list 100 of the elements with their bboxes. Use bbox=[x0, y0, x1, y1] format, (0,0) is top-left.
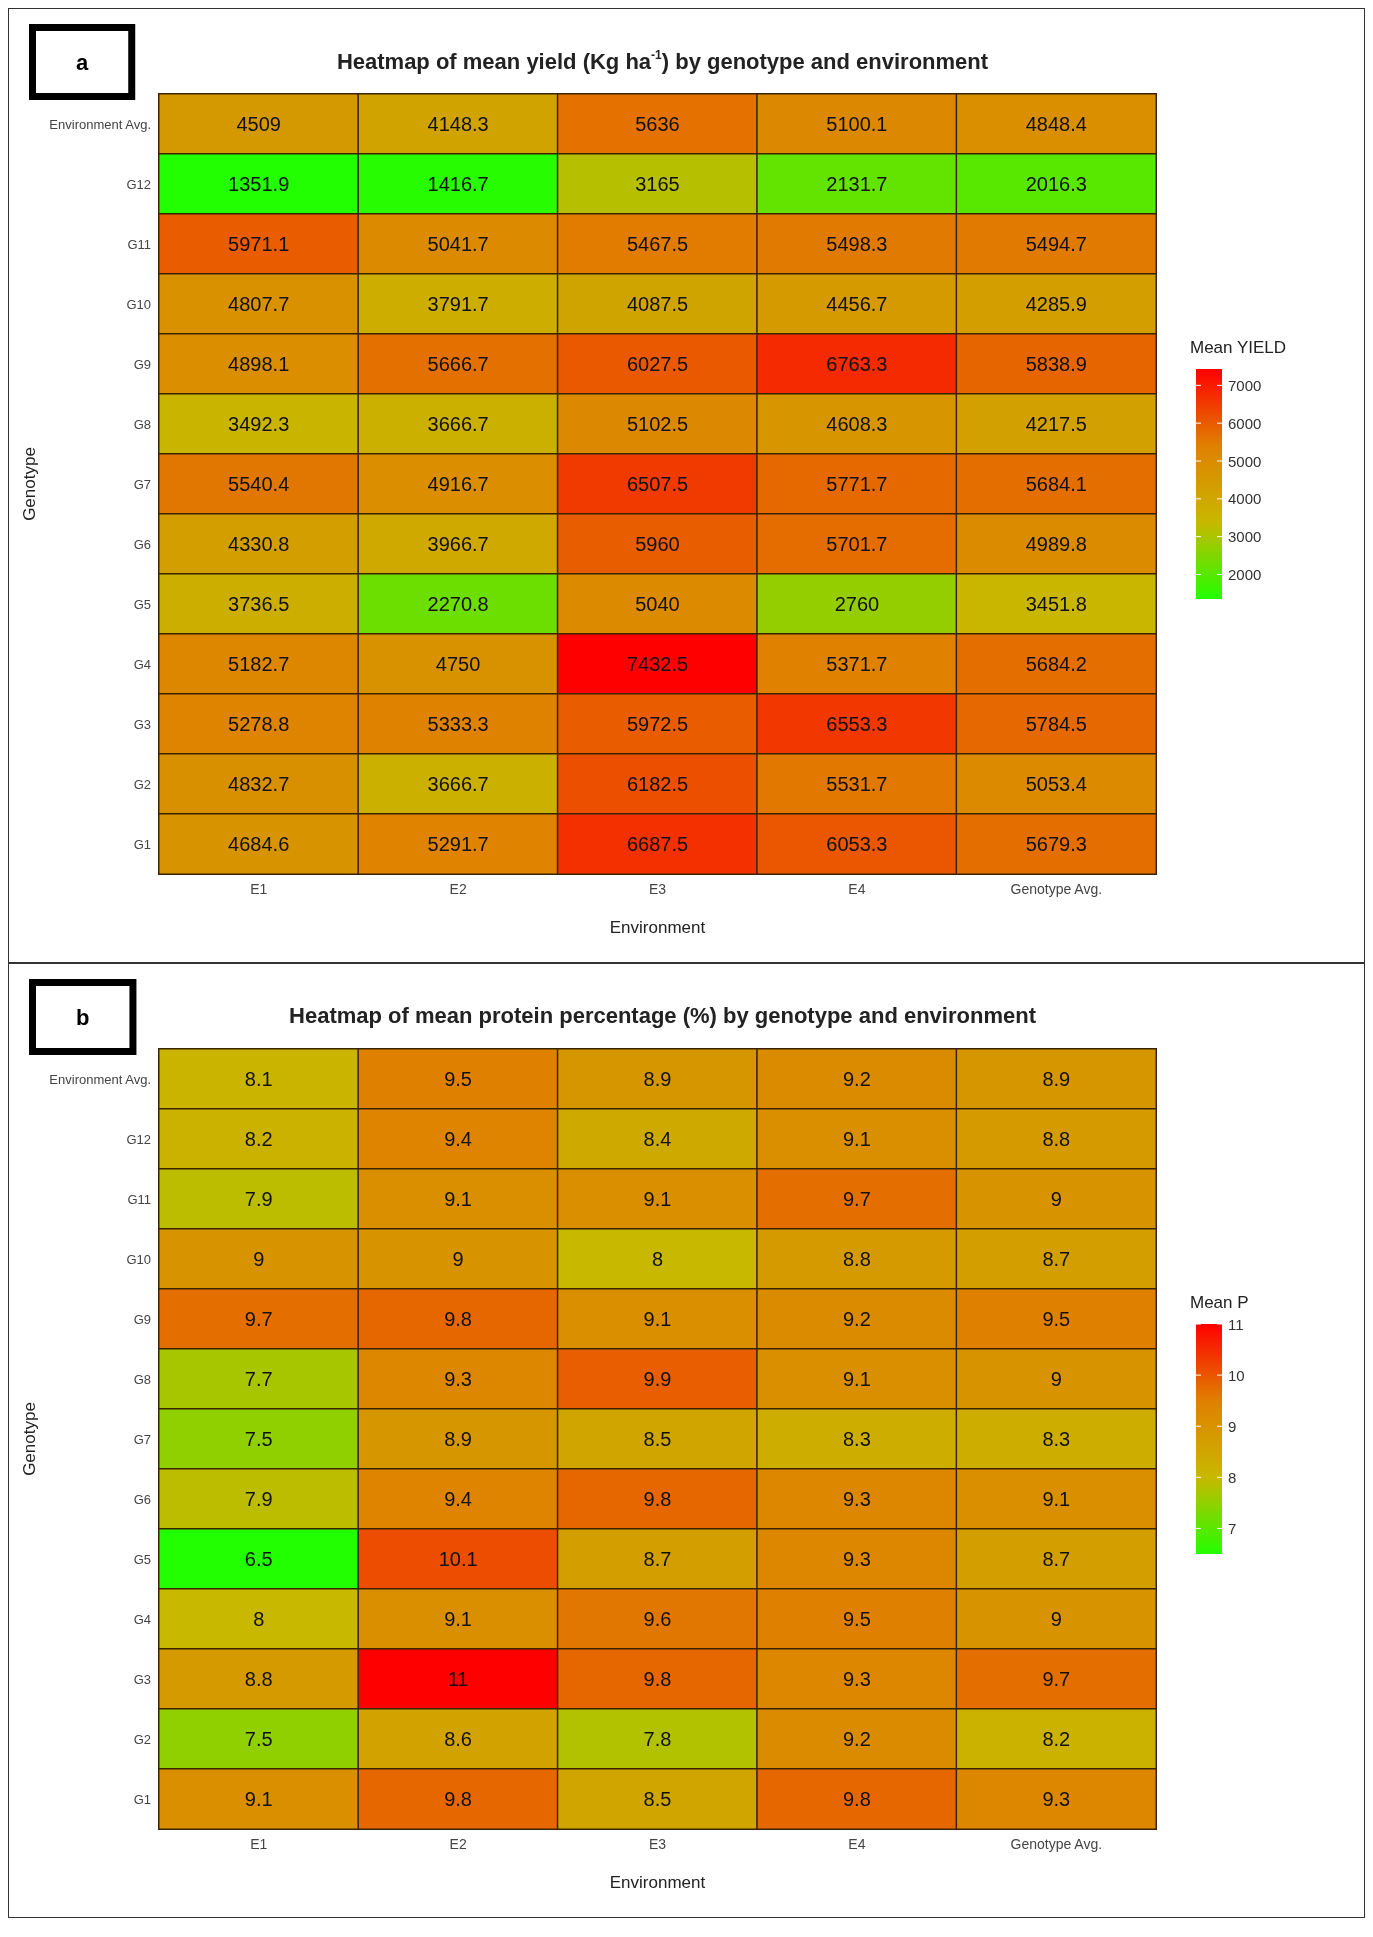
data-label: 5371.7 bbox=[826, 653, 888, 675]
x-tick-label: E1 bbox=[250, 881, 268, 897]
y-tick-label: G6 bbox=[133, 1491, 151, 1507]
data-label: 8.1 bbox=[244, 1068, 273, 1090]
y-axis-title: Genotype bbox=[19, 447, 39, 521]
y-tick-label: G7 bbox=[133, 1431, 151, 1447]
data-label: 8.8 bbox=[1042, 1128, 1071, 1150]
data-label: 9.4 bbox=[444, 1488, 473, 1510]
data-label: 8.8 bbox=[842, 1248, 871, 1270]
data-label: 8.9 bbox=[643, 1068, 672, 1090]
data-label: 4898.1 bbox=[228, 353, 290, 375]
data-label: 6553.3 bbox=[826, 713, 888, 735]
data-label: 9.8 bbox=[842, 1788, 871, 1810]
data-label: 5278.8 bbox=[228, 713, 290, 735]
color-bar-label: 11 bbox=[1228, 1315, 1244, 1333]
data-label: 9.2 bbox=[842, 1308, 871, 1330]
data-label: 9.9 bbox=[643, 1368, 672, 1390]
data-label: 2760 bbox=[834, 593, 880, 615]
y-tick-label: G12 bbox=[126, 176, 151, 192]
data-label: 10.1 bbox=[438, 1548, 478, 1570]
y-tick-label: G2 bbox=[133, 776, 151, 792]
data-label: 9.8 bbox=[643, 1488, 672, 1510]
y-tick-label: Environment Avg. bbox=[49, 116, 151, 132]
y-tick-label: G12 bbox=[126, 1131, 151, 1147]
data-label: 6182.5 bbox=[626, 773, 689, 795]
x-axis-title: Environment bbox=[609, 1873, 706, 1892]
y-tick-label: G2 bbox=[133, 1731, 151, 1747]
data-label: 5100.1 bbox=[826, 113, 888, 135]
data-label: 9.1 bbox=[842, 1368, 871, 1390]
y-tick-label: G4 bbox=[133, 656, 151, 672]
data-label: 5771.7 bbox=[826, 473, 888, 495]
data-label: 8.7 bbox=[643, 1548, 672, 1570]
data-label: 9 bbox=[1050, 1608, 1062, 1630]
data-label: 8.5 bbox=[643, 1788, 672, 1810]
data-label: 6763.3 bbox=[826, 353, 888, 375]
data-label: 8.4 bbox=[643, 1128, 672, 1150]
y-tick-label: G7 bbox=[133, 476, 151, 492]
data-label: 5494.7 bbox=[1025, 233, 1087, 255]
data-label: 9.1 bbox=[444, 1188, 473, 1210]
x-tick-label: E3 bbox=[648, 881, 667, 897]
x-tick-label: E4 bbox=[848, 881, 866, 897]
y-tick-label: G1 bbox=[133, 1791, 151, 1807]
data-label: 8.7 bbox=[1042, 1548, 1071, 1570]
color-bar-label: 6000 bbox=[1228, 414, 1262, 432]
y-tick-label: G3 bbox=[133, 716, 151, 732]
data-label: 8.3 bbox=[1042, 1428, 1071, 1450]
data-label: 5971.1 bbox=[228, 233, 290, 255]
color-bar-title: Mean YIELD bbox=[1190, 338, 1287, 357]
data-label: 5040 bbox=[635, 593, 680, 615]
data-label: 5636 bbox=[635, 113, 680, 135]
y-tick-label: G11 bbox=[127, 236, 151, 252]
data-label: 1351.9 bbox=[228, 173, 290, 195]
data-label: 4750 bbox=[435, 653, 481, 675]
data-label: 8.8 bbox=[244, 1668, 273, 1690]
data-label: 8 bbox=[651, 1248, 664, 1270]
color-bar-label: 3000 bbox=[1228, 528, 1262, 546]
data-label: 5540.4 bbox=[228, 473, 290, 495]
data-label: 4285.9 bbox=[1025, 293, 1087, 315]
data-label: 2131.7 bbox=[826, 173, 888, 195]
data-label: 4832.7 bbox=[228, 773, 290, 795]
data-label: 6027.5 bbox=[626, 353, 689, 375]
y-tick-label: G9 bbox=[133, 356, 151, 372]
chart-title: Heatmap of mean protein percentage (%) by genotype and environment bbox=[289, 1002, 1037, 1028]
data-label: 4330.8 bbox=[228, 533, 290, 555]
y-tick-label: G10 bbox=[126, 296, 151, 312]
data-label: 8.9 bbox=[444, 1428, 473, 1450]
data-label: 5291.7 bbox=[427, 833, 489, 855]
color-bar-label: 7000 bbox=[1228, 376, 1262, 394]
x-tick-label: E1 bbox=[250, 1836, 268, 1852]
data-label: 9.2 bbox=[842, 1728, 871, 1750]
data-label: 5784.5 bbox=[1025, 713, 1087, 735]
color-bar-label: 4000 bbox=[1228, 490, 1262, 508]
data-label: 5960 bbox=[635, 533, 680, 555]
data-label: 9.7 bbox=[1042, 1668, 1071, 1690]
data-label: 1416.7 bbox=[427, 173, 489, 195]
data-label: 6053.3 bbox=[826, 833, 888, 855]
data-label: 4684.6 bbox=[228, 833, 290, 855]
y-tick-label: Environment Avg. bbox=[49, 1071, 151, 1087]
y-tick-label: G5 bbox=[133, 596, 151, 612]
data-label: 5701.7 bbox=[826, 533, 888, 555]
data-label: 3791.7 bbox=[427, 293, 489, 315]
data-label: 8.5 bbox=[643, 1428, 672, 1450]
x-axis-title: Environment bbox=[609, 918, 706, 937]
color-bar-label: 2000 bbox=[1228, 565, 1262, 583]
data-label: 9.3 bbox=[842, 1668, 871, 1690]
data-label: 5684.2 bbox=[1025, 653, 1087, 675]
data-label: 3736.5 bbox=[228, 593, 290, 615]
y-axis-title: Genotype bbox=[19, 1402, 39, 1476]
data-label: 9.7 bbox=[244, 1308, 273, 1330]
data-label: 9.1 bbox=[244, 1788, 273, 1810]
text: a bbox=[76, 49, 89, 75]
data-label: 7.9 bbox=[244, 1488, 273, 1510]
data-label: 4848.4 bbox=[1025, 113, 1087, 135]
x-tick-label: Genotype Avg. bbox=[1010, 1836, 1103, 1852]
data-label: 8 bbox=[253, 1608, 265, 1630]
data-label: 9 bbox=[1050, 1368, 1062, 1390]
data-label: 2270.8 bbox=[427, 593, 489, 615]
data-label: 9.3 bbox=[444, 1368, 473, 1390]
data-label: 8.6 bbox=[444, 1728, 473, 1750]
data-label: 9.6 bbox=[643, 1608, 672, 1630]
